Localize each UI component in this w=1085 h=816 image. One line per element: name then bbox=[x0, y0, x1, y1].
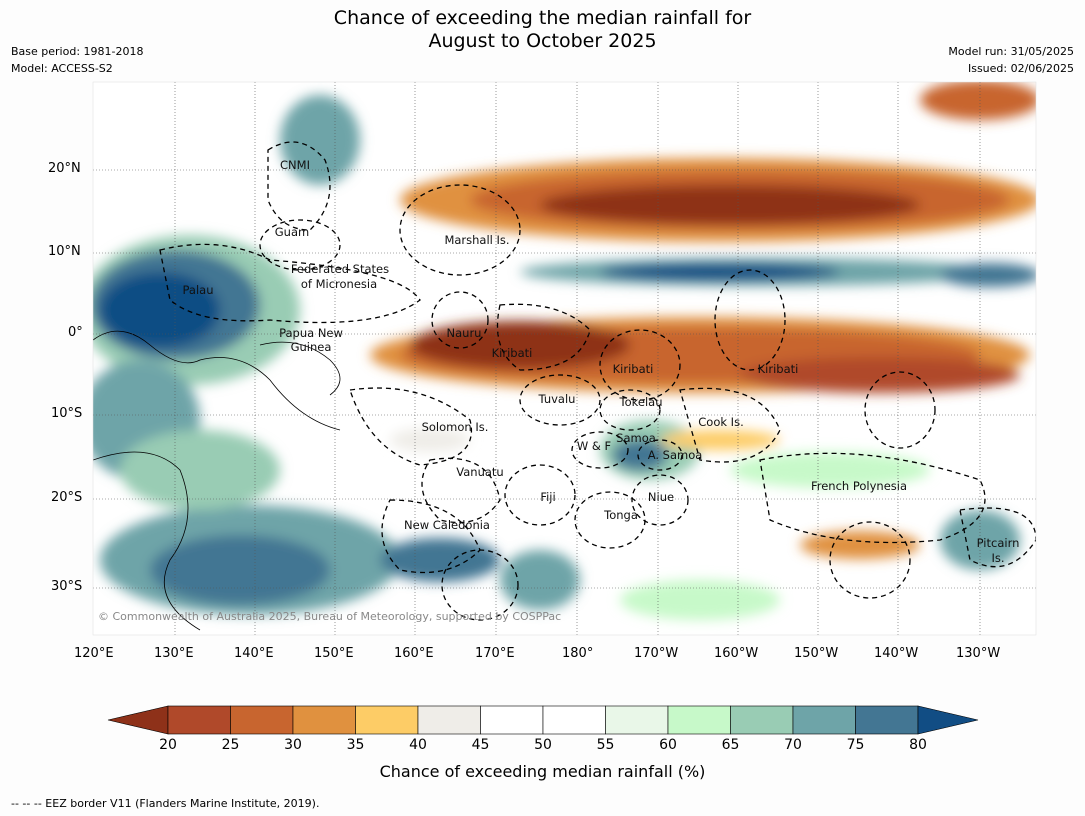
title-line-1: Chance of exceeding the median rainfall … bbox=[333, 7, 752, 29]
colorbar-tick: 55 bbox=[596, 737, 615, 753]
place-label: Guam bbox=[274, 225, 310, 239]
lon-tick-label: 170°W bbox=[634, 646, 679, 661]
place-label: CNMI bbox=[280, 158, 310, 172]
place-label: A. Samoa bbox=[647, 448, 703, 462]
model-name: Model: ACCESS-S2 bbox=[11, 62, 113, 75]
colorbar-tick: 50 bbox=[534, 737, 552, 753]
place-label: Fiji bbox=[540, 490, 556, 504]
place-label: Kiribati bbox=[757, 362, 799, 376]
colorbar-tick: 80 bbox=[909, 737, 927, 753]
lat-tick-label: 0° bbox=[68, 325, 83, 340]
lat-tick-label: 30°S bbox=[51, 579, 83, 594]
place-label: New Caledonia bbox=[404, 518, 490, 532]
lon-tick-label: 150°W bbox=[794, 646, 839, 661]
colorbar-tick: 60 bbox=[659, 737, 677, 753]
colorbar-tick: 30 bbox=[284, 737, 302, 753]
lon-tick-label: 160°W bbox=[714, 646, 759, 661]
lat-tick-label: 20°S bbox=[51, 490, 83, 505]
lon-tick-label: 130°W bbox=[956, 646, 1001, 661]
place-label: Kiribati bbox=[612, 362, 654, 376]
meta-left: Base period: 1981-2018 Model: ACCESS-S2 bbox=[11, 43, 143, 77]
eez-footnote: -- -- -- EEZ border V11 (Flanders Marine… bbox=[11, 797, 320, 810]
lat-tick-label: 20°N bbox=[48, 161, 81, 176]
place-label: Tokelau bbox=[619, 395, 663, 409]
colorbar-tick: 20 bbox=[159, 737, 177, 753]
colorbar-label: Chance of exceeding median rainfall (%) bbox=[379, 762, 706, 781]
meta-right: Model run: 31/05/2025 Issued: 02/06/2025 bbox=[948, 43, 1074, 77]
place-label: Is. bbox=[991, 551, 1005, 565]
lon-tick-label: 160°E bbox=[394, 646, 434, 661]
lon-tick-label: 170°E bbox=[475, 646, 515, 661]
colorbar-tick: 45 bbox=[471, 737, 490, 753]
copyright-notice: © Commonwealth of Australia 2025, Bureau… bbox=[98, 610, 562, 623]
lon-tick-label: 150°E bbox=[314, 646, 354, 661]
lon-tick-label: 140°W bbox=[874, 646, 919, 661]
colorbar bbox=[107, 705, 979, 735]
place-label: Samoa bbox=[616, 431, 656, 445]
title-line-2: August to October 2025 bbox=[428, 30, 657, 52]
lat-tick-label: 10°N bbox=[48, 244, 81, 259]
place-label: Guinea bbox=[290, 340, 332, 354]
place-label: Tonga bbox=[604, 508, 638, 522]
place-label: Papua New bbox=[279, 326, 343, 340]
colorbar-tick: 65 bbox=[721, 737, 740, 753]
colorbar-tick: 40 bbox=[409, 737, 427, 753]
rainfall-field bbox=[93, 82, 1036, 635]
place-label: of Micronesia bbox=[300, 277, 378, 291]
place-label: Cook Is. bbox=[698, 415, 744, 429]
colorbar-tick: 25 bbox=[221, 737, 240, 753]
place-label: W & F bbox=[576, 439, 612, 453]
place-label: Niue bbox=[647, 490, 675, 504]
place-label: Palau bbox=[182, 283, 214, 297]
place-label: Vanuatu bbox=[456, 465, 504, 479]
colorbar-tick: 70 bbox=[784, 737, 802, 753]
place-label: French Polynesia bbox=[810, 479, 908, 493]
place-label: Kiribati bbox=[491, 346, 533, 360]
map-title: Chance of exceeding the median rainfall … bbox=[0, 7, 1085, 53]
lat-tick-label: 10°S bbox=[51, 406, 83, 421]
place-label: Marshall Is. bbox=[444, 233, 510, 247]
lon-tick-label: 140°E bbox=[234, 646, 274, 661]
place-label: Tuvalu bbox=[538, 392, 576, 406]
place-label: Nauru bbox=[446, 326, 482, 340]
place-label: Federated States bbox=[290, 262, 390, 276]
lon-tick-label: 120°E bbox=[74, 646, 114, 661]
issued-date: Issued: 02/06/2025 bbox=[967, 62, 1074, 75]
lon-tick-label: 130°E bbox=[154, 646, 194, 661]
colorbar-tick: 35 bbox=[346, 737, 365, 753]
colorbar-tick: 75 bbox=[846, 737, 865, 753]
model-run: Model run: 31/05/2025 bbox=[948, 45, 1074, 58]
place-label: Solomon Is. bbox=[421, 420, 489, 434]
base-period: Base period: 1981-2018 bbox=[11, 45, 144, 58]
lon-tick-label: 180° bbox=[562, 646, 594, 661]
place-label: Pitcairn bbox=[976, 536, 1020, 550]
